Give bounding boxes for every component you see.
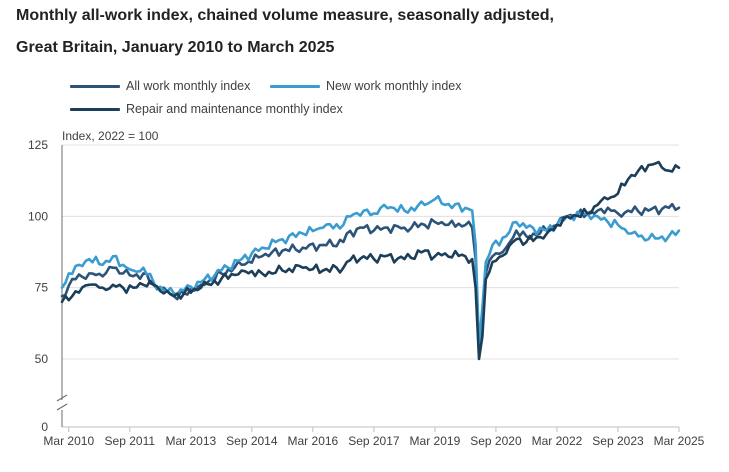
y-tick-label-125: 125 xyxy=(28,138,48,152)
x-tick-label-2011-09: Sep 2011 xyxy=(105,434,156,448)
legend-item-repair: Repair and maintenance monthly index xyxy=(70,102,343,116)
series-line-3 xyxy=(60,160,681,361)
legend-swatch-new-work xyxy=(270,84,320,88)
chart-title-line-1: Monthly all-work index, chained volume m… xyxy=(16,7,554,24)
x-tick-label-2022-03: Mar 2022 xyxy=(532,434,583,448)
x-tick-label-2017-09: Sep 2017 xyxy=(348,434,400,448)
series-line-2 xyxy=(60,195,681,346)
x-tick-label-2019-03: Mar 2019 xyxy=(410,434,461,448)
x-tick-label-2020-09: Sep 2020 xyxy=(470,434,522,448)
series-line-1 xyxy=(60,202,681,355)
legend-swatch-repair xyxy=(70,107,120,111)
legend-label-repair: Repair and maintenance monthly index xyxy=(126,102,343,116)
axis-break-mark-1 xyxy=(56,394,68,402)
y-tick-label-0: 0 xyxy=(41,420,48,434)
legend-label-all-work: All work monthly index xyxy=(126,79,251,93)
legend-label-new-work: New work monthly index xyxy=(326,79,462,93)
axis-break-mark-2 xyxy=(56,403,68,411)
legend-swatch-all-work xyxy=(70,84,120,88)
legend-item-new-work: New work monthly index xyxy=(270,79,461,93)
legend-item-all-work: All work monthly index xyxy=(70,79,250,93)
y-tick-label-75: 75 xyxy=(35,281,49,295)
x-tick-label-2025-03: Mar 2025 xyxy=(654,434,705,448)
x-tick-label-2016-03: Mar 2016 xyxy=(288,434,339,448)
x-tick-label-2010-03: Mar 2010 xyxy=(43,434,94,448)
chart-title-line-2: Great Britain, January 2010 to March 202… xyxy=(16,39,335,56)
y-tick-label-50: 50 xyxy=(35,352,49,366)
x-tick-label-2023-09: Sep 2023 xyxy=(592,434,644,448)
y-tick-label-100: 100 xyxy=(28,209,48,223)
x-tick-label-2013-03: Mar 2013 xyxy=(165,434,216,448)
y-axis-title: Index, 2022 = 100 xyxy=(62,129,159,143)
x-tick-label-2014-09: Sep 2014 xyxy=(226,434,278,448)
